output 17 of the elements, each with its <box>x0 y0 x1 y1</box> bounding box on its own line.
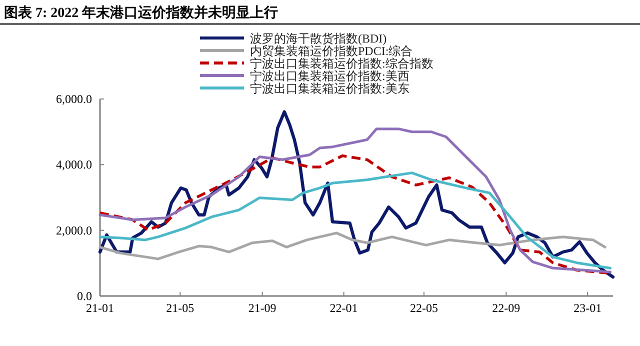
x-tick-label: 22-01 <box>330 301 358 315</box>
y-tick-label: 6,000.0 <box>56 92 92 106</box>
legend-label: 宁波出口集装箱运价指数:综合指数 <box>250 56 434 70</box>
x-tick-label: 22-05 <box>410 301 438 315</box>
x-tick-label: 21-05 <box>166 301 194 315</box>
x-tick-label: 23-01 <box>574 301 602 315</box>
y-tick-label: 0.0 <box>77 289 92 303</box>
x-tick-label: 21-09 <box>248 301 276 315</box>
x-tick-label: 22-09 <box>492 301 520 315</box>
x-tick-label: 21-01 <box>86 301 114 315</box>
title: 图表 7: 2022 年末港口运价指数并未明显上行 <box>4 6 278 21</box>
legend-label: 波罗的海干散货指数(BDI) <box>250 32 387 46</box>
legend-label: 内贸集装箱运价指数PDCI:综合 <box>250 44 413 58</box>
y-tick-label: 4,000.0 <box>56 158 92 172</box>
y-tick-label: 2,000.0 <box>56 223 92 238</box>
legend-label: 宁波出口集装箱运价指数:美东 <box>250 82 410 96</box>
legend-label: 宁波出口集装箱运价指数:美西 <box>250 69 410 83</box>
